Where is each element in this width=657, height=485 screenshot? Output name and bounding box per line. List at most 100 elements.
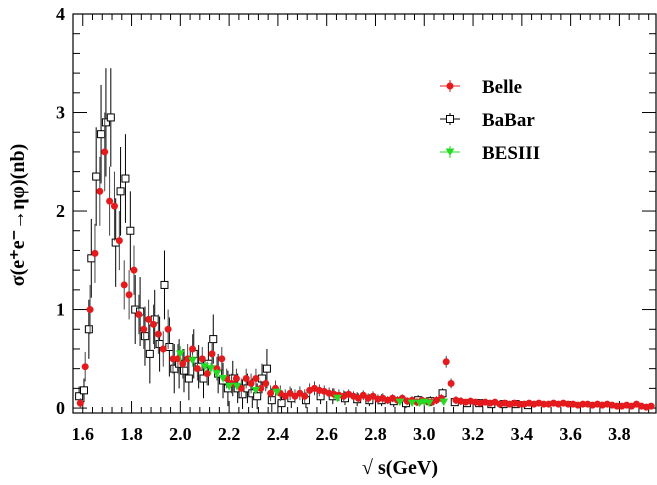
data-point (120, 281, 128, 289)
data-point (286, 389, 294, 397)
data-point (115, 237, 123, 245)
data-point (267, 396, 276, 405)
x-tick-labels: 1.6 1.8 2.0 2.2 2.4 2.6 2.8 3.0 3.2 3.4 3.6 3.8 (72, 424, 631, 444)
data-point (106, 197, 114, 205)
data-point (96, 187, 104, 195)
data-point (135, 310, 143, 318)
data-point (84, 325, 93, 334)
data-series (75, 68, 655, 413)
x-tick-label: 2.2 (218, 424, 241, 444)
series-belle (76, 112, 655, 411)
data-point (277, 399, 286, 408)
data-point (106, 113, 115, 122)
data-point (218, 375, 228, 383)
data-point (86, 306, 94, 314)
x-tick-label: 1.8 (120, 424, 143, 444)
data-point (165, 342, 174, 351)
data-point (184, 374, 193, 383)
data-point (164, 325, 172, 333)
data-point (242, 375, 250, 383)
data-point (354, 394, 362, 402)
x-tick-label: 1.6 (72, 424, 95, 444)
legend: Belle BaBar BESIII (440, 77, 540, 164)
data-point (395, 398, 405, 407)
data-point (175, 350, 185, 358)
data-point (126, 226, 135, 235)
data-point (198, 355, 206, 363)
data-point (253, 392, 262, 401)
x-tick-label: 3.0 (413, 424, 436, 444)
data-point (415, 399, 424, 408)
data-point (262, 379, 270, 387)
x-axis-title: √ s(GeV) (362, 457, 438, 479)
data-point (209, 335, 218, 344)
data-point (291, 392, 299, 400)
data-point (232, 375, 240, 383)
data-point (97, 130, 106, 139)
y-tick-label: 4 (56, 4, 65, 24)
data-point (160, 280, 169, 289)
data-point (212, 370, 222, 378)
legend-item-besiii: BESIII (440, 143, 540, 164)
data-point (179, 366, 188, 375)
data-point (232, 382, 242, 391)
data-point (188, 357, 197, 365)
x-tick-label: 2.8 (364, 424, 387, 444)
series-besiii (175, 346, 449, 408)
data-point (281, 392, 289, 400)
data-point (251, 386, 261, 395)
data-point (121, 174, 130, 183)
data-point (140, 325, 148, 333)
legend-marker (446, 115, 454, 123)
plot-frame (72, 13, 657, 414)
data-point (442, 358, 450, 366)
data-point (116, 187, 125, 196)
data-point (189, 345, 197, 353)
data-point (647, 402, 655, 410)
data-point (81, 363, 89, 371)
data-point (224, 382, 234, 391)
legend-marker (446, 82, 454, 90)
data-point (101, 118, 110, 127)
data-point (91, 249, 99, 257)
y-tick-label: 1 (56, 300, 65, 320)
data-point (159, 345, 167, 353)
data-point (130, 266, 138, 274)
data-point (145, 349, 154, 358)
series-babar (75, 68, 532, 413)
x-tick-label: 2.6 (315, 424, 338, 444)
data-point (267, 389, 275, 397)
data-point (110, 202, 118, 210)
data-point (272, 388, 282, 397)
data-point (203, 370, 211, 378)
legend-item-babar: BaBar (440, 110, 535, 131)
legend-item-belle: Belle (440, 77, 522, 98)
data-point (359, 391, 367, 399)
x-tick-label: 3.6 (559, 424, 582, 444)
data-point (145, 315, 153, 323)
data-point (262, 364, 271, 373)
y-tick-label: 3 (56, 103, 65, 123)
data-point (179, 360, 187, 368)
y-tick-label: 2 (56, 201, 65, 221)
y-tick-label: 0 (56, 398, 65, 418)
x-tick-label: 2.0 (169, 424, 192, 444)
legend-label: BaBar (482, 110, 535, 131)
x-tick-label: 3.2 (462, 424, 485, 444)
data-point (439, 398, 449, 407)
data-point (149, 320, 157, 328)
data-point (174, 355, 182, 363)
data-point (125, 291, 133, 299)
data-point (447, 379, 455, 387)
tick-marks (72, 13, 656, 413)
data-point (424, 399, 434, 408)
data-point (79, 386, 88, 395)
x-tick-label: 3.8 (608, 424, 631, 444)
x-tick-label: 3.4 (511, 424, 534, 444)
data-point (301, 392, 309, 400)
data-point (369, 392, 377, 400)
legend-label: BESIII (482, 143, 540, 164)
data-point (333, 394, 342, 403)
y-tick-labels: 0 1 2 3 4 (56, 4, 65, 418)
